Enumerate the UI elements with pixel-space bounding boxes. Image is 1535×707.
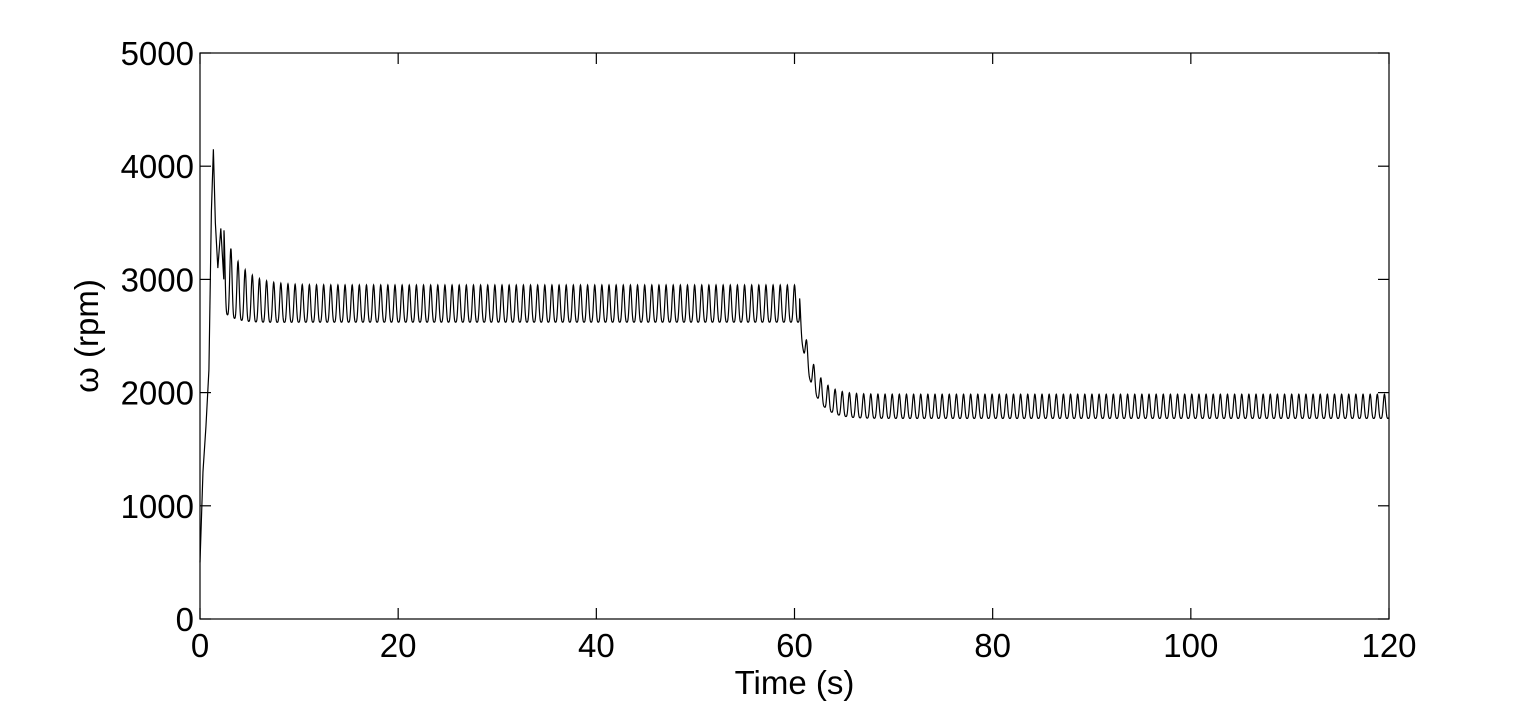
y-tick-label: 3000 (121, 261, 194, 298)
y-tick-label: 0 (176, 601, 194, 638)
series-line (199, 149, 1390, 563)
plot-frame (199, 52, 1390, 620)
y-tick-label: 4000 (121, 148, 194, 185)
x-tick-label: 20 (380, 627, 417, 664)
x-tick-label: 60 (776, 627, 813, 664)
tick-labels-layer: 0 20 40 60 80 100 120 0 1000 2000 3000 4000 5000 (121, 35, 1417, 664)
x-tick-label: 80 (974, 627, 1011, 664)
plot-background (200, 53, 1389, 619)
x-tick-label: 100 (1163, 627, 1218, 664)
y-tick-label: 2000 (121, 375, 194, 412)
x-tick-label: 40 (578, 627, 615, 664)
y-tick-label: 5000 (121, 35, 194, 72)
x-axis-label: Time (s) (735, 664, 855, 701)
y-axis-label: ω (rpm) (68, 279, 105, 393)
x-tick-label: 0 (191, 627, 209, 664)
x-tick-label: 120 (1361, 627, 1416, 664)
y-tick-label: 1000 (121, 488, 194, 525)
